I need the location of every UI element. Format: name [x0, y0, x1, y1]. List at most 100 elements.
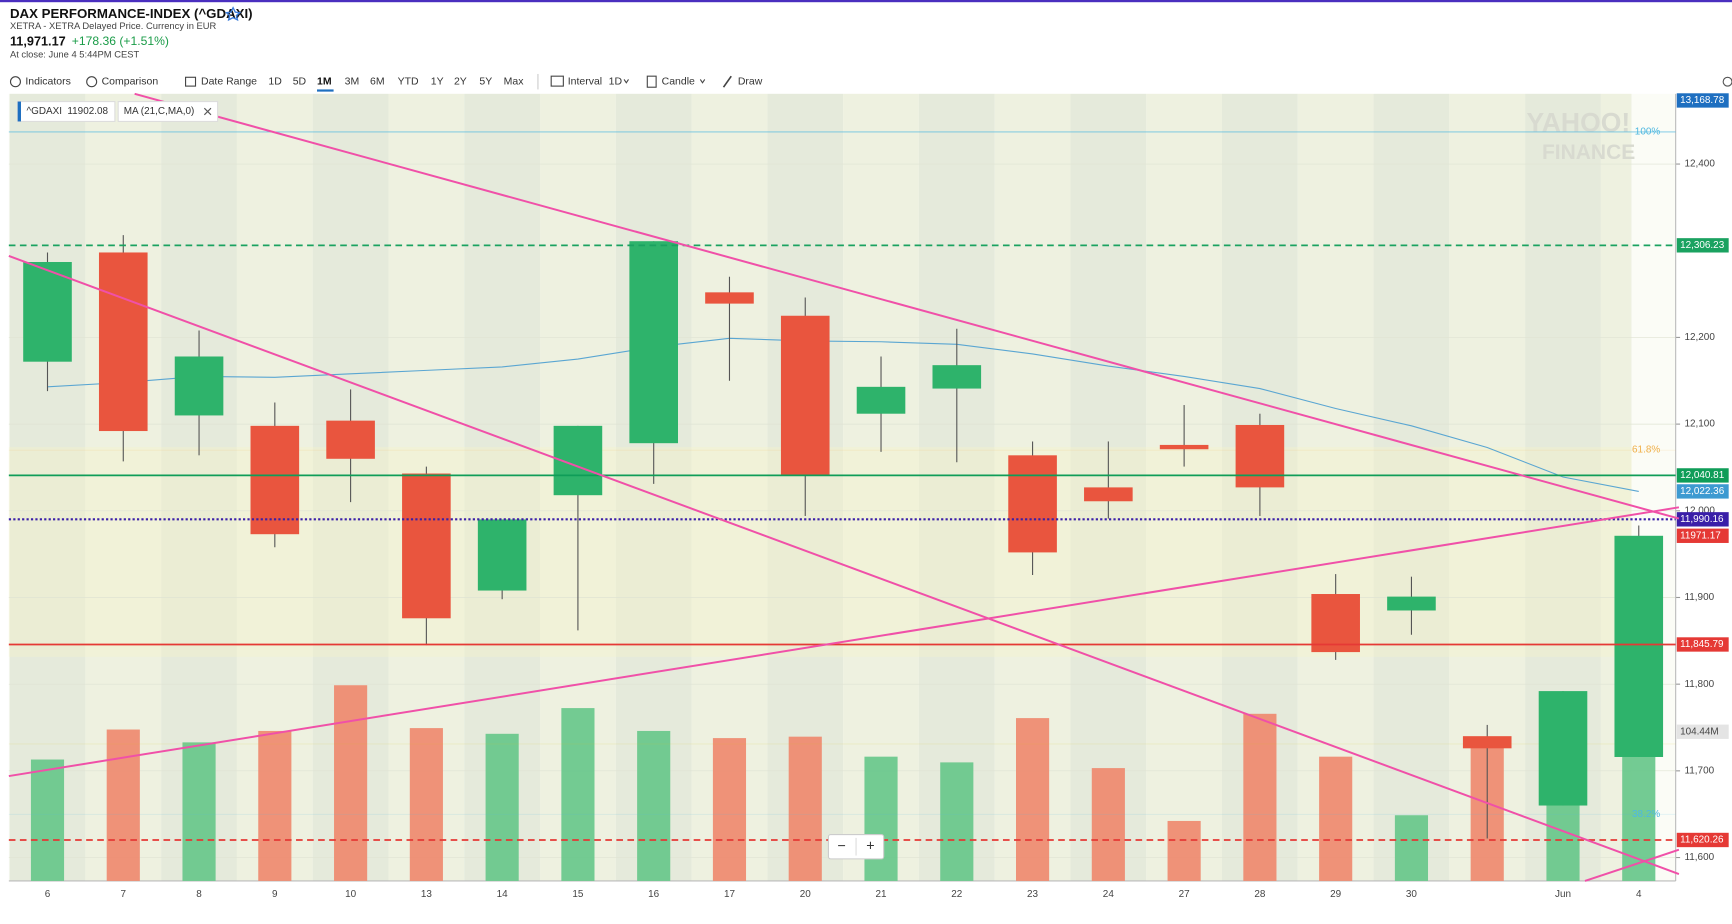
volume-bar	[258, 730, 292, 881]
x-tick-label: 16	[648, 889, 660, 900]
candle-body	[1159, 444, 1209, 450]
range-button[interactable]: 1M	[317, 76, 332, 87]
range-button[interactable]: 5Y	[479, 76, 492, 87]
candle-body	[932, 365, 982, 389]
y-tick-label: 12,100	[1685, 419, 1716, 430]
fib-label: 61.8%	[1632, 445, 1660, 456]
zoom-in[interactable]: +	[866, 839, 874, 855]
volume-tag	[1676, 724, 1729, 739]
candle-body	[1614, 535, 1664, 757]
x-tick-label: 15	[572, 889, 584, 900]
trendline	[134, 92, 1680, 520]
candle-body	[1462, 736, 1512, 749]
range-button[interactable]: 6M	[370, 76, 385, 87]
toolbar-button[interactable]: Indicators	[25, 76, 70, 87]
volume-bar	[1394, 815, 1429, 881]
subtitle: XETRA - XETRA Delayed Price. Currency in…	[10, 21, 217, 31]
candle-body	[402, 473, 451, 619]
legend-chip[interactable]	[117, 101, 219, 122]
x-tick-label: 30	[1406, 889, 1418, 900]
range-button[interactable]: 1D	[268, 76, 282, 87]
y-tick-label: 12,000	[1685, 505, 1716, 516]
toolbar-button[interactable]: Comparison	[102, 76, 159, 87]
volume-bar	[561, 708, 595, 881]
legend-value: 11902.08	[67, 106, 108, 117]
volume-bar	[940, 762, 974, 881]
legend: ^GDAXI 11902.08 MA (21,C,MA,0)	[17, 101, 219, 122]
toolbar-button[interactable]: Interval	[568, 76, 602, 87]
y-tick-label: 12,200	[1685, 332, 1716, 343]
band	[1297, 93, 1374, 881]
level-label: 11971.17	[1680, 530, 1721, 541]
legend-name: MA (21,C,MA,0)	[124, 106, 195, 117]
y-tick-label: 11,600	[1685, 852, 1715, 863]
favorite-star[interactable]	[224, 6, 242, 22]
level-tag	[1676, 512, 1729, 527]
close-icon[interactable]	[203, 107, 212, 116]
toolbar-button[interactable]: Draw	[738, 76, 763, 87]
candle-body	[1311, 594, 1360, 653]
fib-label: 100%	[1635, 127, 1661, 138]
candle-body	[23, 262, 72, 362]
y-tick-label: 12,400	[1685, 159, 1716, 170]
volume-bar	[1167, 820, 1201, 881]
legend-name: ^GDAXI	[27, 106, 63, 117]
candle-body	[326, 420, 375, 459]
x-tick-label: 20	[800, 889, 812, 900]
x-tick-label: 7	[121, 889, 127, 900]
candle-body	[1084, 487, 1133, 502]
price: 11,971.17	[10, 34, 66, 48]
legend-marker	[17, 101, 21, 122]
chevron	[699, 79, 706, 84]
band	[918, 93, 995, 881]
candle-body	[1235, 424, 1285, 488]
band	[1146, 93, 1223, 881]
level-label: 11,845.79	[1680, 639, 1724, 650]
candle-body	[98, 252, 148, 432]
zoom-out[interactable]: −	[838, 839, 846, 855]
chevron	[623, 79, 629, 84]
level-label: 13,168.78	[1680, 95, 1725, 106]
toolbar-button[interactable]: Date Range	[201, 76, 257, 87]
x-tick-label: 23	[1027, 889, 1039, 900]
settings-icon[interactable]	[1722, 76, 1732, 87]
candle-body	[629, 241, 678, 444]
x-tick-label: 14	[497, 889, 509, 900]
level-label: 12,306.23	[1680, 240, 1725, 251]
range-button[interactable]: 2Y	[454, 76, 467, 87]
level-label: 12,040.81	[1680, 470, 1725, 481]
candle-body	[780, 315, 830, 476]
ma-line	[47, 337, 1639, 492]
y-tick-label: 11,900	[1685, 592, 1715, 603]
plot-area: 11,600 11,700 11,800 11,900 12,000 12,100 12,2…	[8, 92, 1729, 900]
candle-body	[174, 356, 224, 416]
range-button[interactable]: 1Y	[431, 76, 444, 87]
range-button[interactable]: YTD	[398, 76, 419, 87]
volume-bar	[1319, 756, 1353, 881]
title: DAX PERFORMANCE-INDEX (^GDAXI)	[10, 6, 253, 21]
x-tick-label: 4	[1636, 889, 1642, 900]
icon	[9, 76, 21, 88]
x-tick-label: 28	[1254, 889, 1266, 900]
candle-body	[1538, 691, 1588, 806]
x-tick-label: 13	[421, 889, 433, 900]
toolbar-button[interactable]: 1D	[609, 76, 623, 87]
range-button[interactable]: 3M	[345, 76, 360, 87]
range-button[interactable]: 5D	[293, 76, 307, 87]
volume-bar	[1016, 718, 1050, 881]
x-tick-label: 24	[1103, 889, 1115, 900]
x-tick-label: Jun	[1555, 889, 1571, 900]
candle-body	[250, 425, 300, 535]
x-tick-label: 9	[272, 889, 278, 900]
candle-body	[1008, 455, 1057, 553]
range-button[interactable]: Max	[504, 76, 525, 87]
icon	[722, 75, 732, 88]
volume-bar	[106, 729, 140, 881]
toolbar-button[interactable]: Candle	[662, 76, 695, 87]
level-tag	[1676, 468, 1729, 483]
trendline	[8, 255, 1680, 875]
x-tick-label: 27	[1179, 889, 1191, 900]
volume-bar	[182, 742, 216, 881]
level-tag	[1676, 528, 1729, 543]
